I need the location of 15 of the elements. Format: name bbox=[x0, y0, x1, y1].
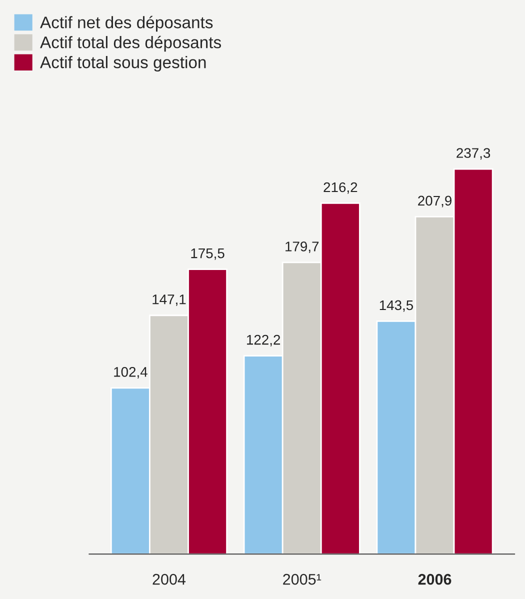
legend-label: Actif total des déposants bbox=[40, 36, 221, 52]
data-label: 179,7 bbox=[286, 242, 319, 254]
legend-label: Actif net des déposants bbox=[40, 16, 213, 32]
x-tick-label: 2004 bbox=[152, 574, 186, 585]
data-label: 237,3 bbox=[456, 148, 490, 160]
x-tick-label: 2005¹ bbox=[283, 574, 322, 585]
legend-label: Actif total sous gestion bbox=[40, 56, 206, 72]
data-label: 216,2 bbox=[324, 182, 358, 194]
data-label: 207,9 bbox=[418, 196, 452, 208]
data-label: 143,5 bbox=[380, 300, 414, 312]
data-label: 102,4 bbox=[114, 366, 148, 378]
data-label: 147,1 bbox=[152, 294, 186, 306]
data-label: 122,2 bbox=[247, 334, 280, 346]
data-label: 175,5 bbox=[191, 248, 224, 260]
x-tick-label: 2006 bbox=[418, 574, 452, 585]
